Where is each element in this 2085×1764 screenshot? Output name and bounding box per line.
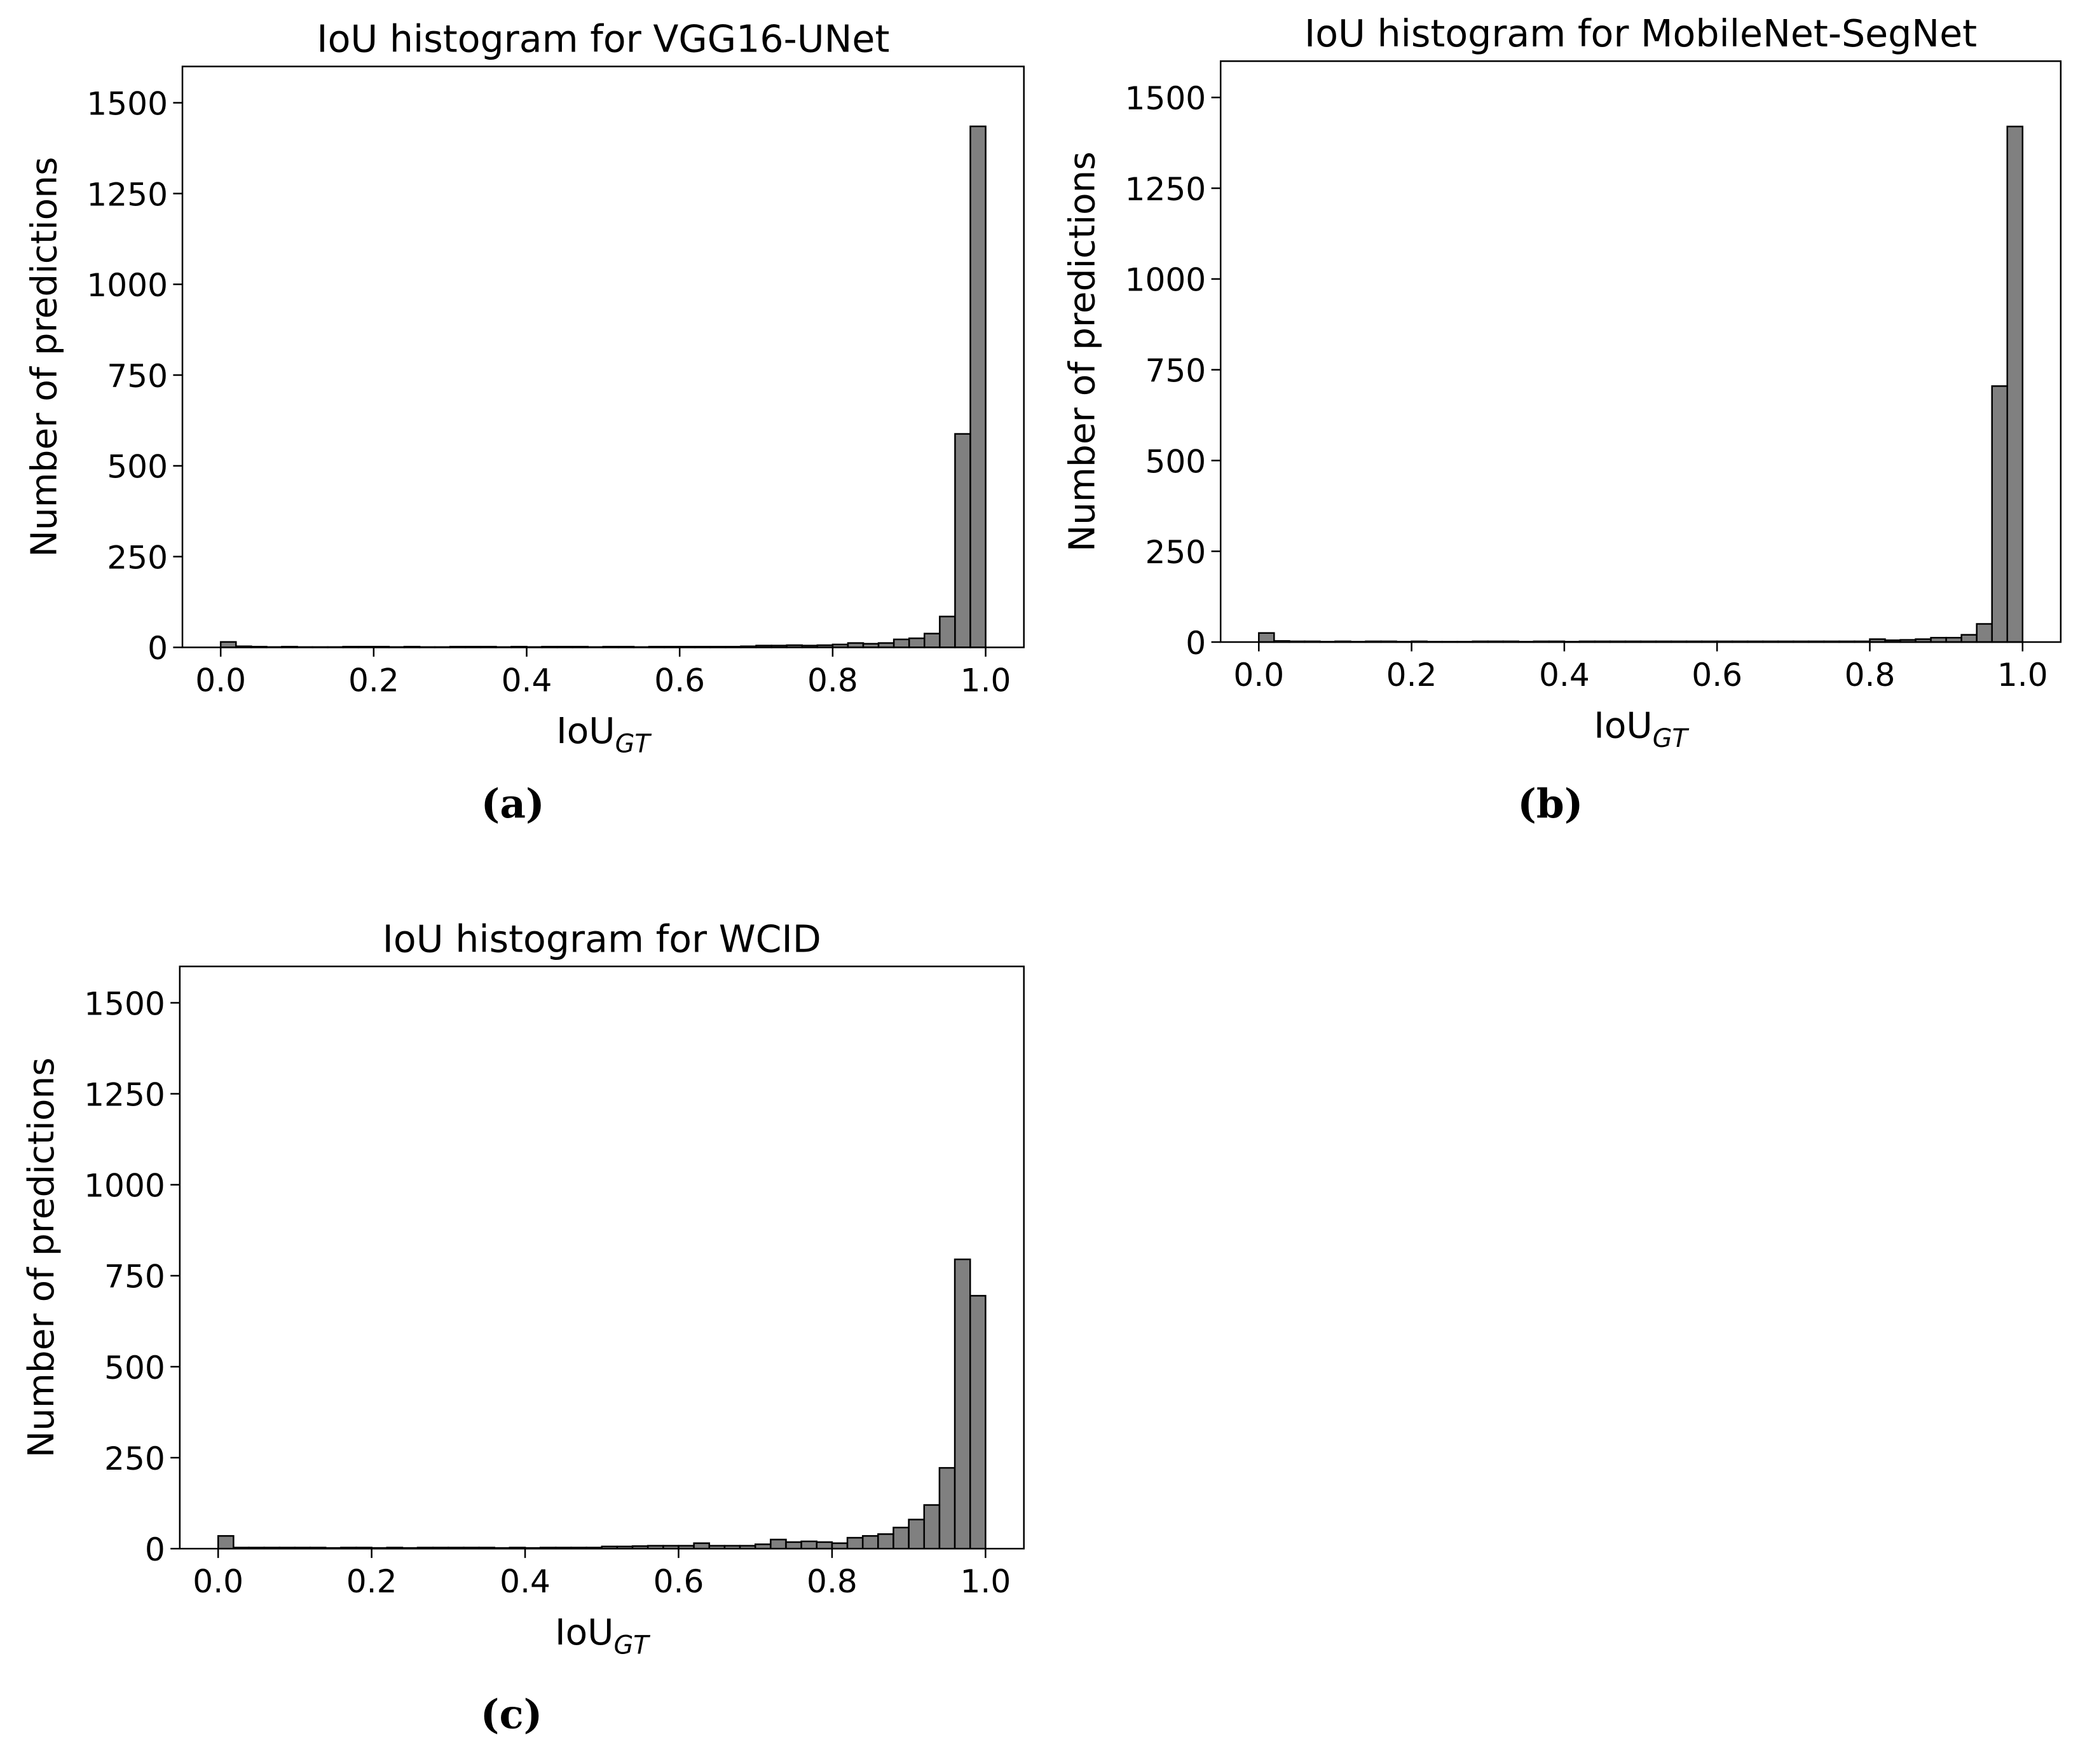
bar [877, 1533, 894, 1550]
bar [219, 641, 237, 648]
bar [908, 637, 926, 648]
y-tick-label: 1250 [86, 175, 168, 213]
chart-title: IoU histogram for WCID [383, 917, 821, 961]
axes-frame [181, 65, 1025, 648]
x-tick-label: 0.4 [500, 1562, 550, 1600]
x-tick-label: 0.4 [502, 661, 552, 699]
x-tick-label: 1.0 [960, 1562, 1011, 1600]
x-tick-label: 0.0 [1233, 656, 1284, 694]
x-axis-label-subscript: GT [615, 730, 652, 759]
y-tick-label: 1000 [84, 1167, 165, 1205]
bar [846, 1536, 864, 1550]
bar [923, 1504, 941, 1550]
x-axis-label-main: IoU [1594, 706, 1653, 747]
x-tick-label: 0.6 [654, 661, 705, 699]
y-axis-label: Number of predictions [24, 157, 65, 557]
y-tick-label: 1000 [1125, 261, 1207, 299]
bar [908, 1519, 926, 1550]
x-axis-label: IoUGT [1594, 706, 1689, 754]
bar [693, 1542, 711, 1550]
y-tick-label: 750 [104, 1258, 165, 1296]
x-tick-label: 0.4 [1539, 656, 1590, 694]
bar [800, 1540, 818, 1550]
caption: (b) [1517, 780, 1583, 827]
y-tick-label: 500 [1145, 442, 1206, 480]
x-tick-label: 0.2 [346, 1562, 397, 1600]
bar [861, 1535, 879, 1550]
bar [770, 1538, 787, 1550]
bar [954, 1258, 971, 1550]
y-tick-label: 750 [1145, 352, 1206, 389]
x-tick-label: 0.8 [807, 1562, 858, 1600]
x-axis-label: IoUGT [555, 1612, 650, 1660]
bar [1991, 385, 2008, 643]
x-tick-label: 0.0 [193, 1562, 243, 1600]
x-axis-label: IoUGT [556, 711, 652, 759]
y-tick-label: 1500 [84, 985, 165, 1022]
x-axis-label-main: IoU [556, 711, 615, 752]
bar [2006, 125, 2024, 643]
bar [217, 1535, 235, 1550]
x-tick-label: 0.2 [348, 661, 399, 699]
y-tick-label: 250 [104, 1440, 165, 1477]
axes-frame [1219, 60, 2062, 643]
y-axis-label: Number of predictions [21, 1057, 62, 1458]
y-tick-label: 1250 [84, 1076, 165, 1113]
x-tick-label: 0.6 [1692, 656, 1742, 694]
axes-frame [179, 966, 1025, 1550]
bar [939, 615, 956, 648]
y-tick-label: 1250 [1125, 170, 1207, 208]
bar [816, 1541, 833, 1550]
bar [954, 433, 971, 648]
y-tick-label: 250 [1145, 533, 1206, 571]
y-tick-label: 500 [107, 448, 168, 486]
bar [1960, 634, 1978, 643]
x-tick-label: 0.8 [1845, 656, 1896, 694]
caption: (c) [481, 1691, 543, 1738]
bar [831, 1542, 849, 1550]
x-tick-label: 0.0 [195, 661, 246, 699]
y-tick-label: 250 [107, 538, 168, 576]
x-tick-label: 0.6 [653, 1562, 704, 1600]
chart-title: IoU histogram for VGG16-UNet [317, 18, 889, 61]
bar [892, 1526, 910, 1550]
x-axis-label-main: IoU [555, 1612, 614, 1653]
bar [892, 638, 910, 648]
bar [1258, 632, 1275, 643]
y-tick-label: 1500 [1125, 79, 1207, 117]
y-tick-label: 0 [1186, 624, 1206, 662]
y-tick-label: 500 [104, 1349, 165, 1386]
x-tick-label: 0.8 [807, 661, 858, 699]
y-tick-label: 1500 [86, 85, 168, 122]
y-tick-label: 1000 [86, 266, 168, 304]
bar [924, 632, 941, 648]
bar [785, 1541, 802, 1550]
y-tick-label: 750 [107, 357, 168, 395]
bar [938, 1467, 956, 1550]
x-tick-label: 1.0 [960, 661, 1011, 699]
y-tick-label: 0 [145, 1531, 165, 1568]
y-tick-label: 0 [147, 629, 168, 667]
chart-title: IoU histogram for MobileNet-SegNet [1304, 12, 1977, 55]
y-axis-label: Number of predictions [1062, 151, 1104, 552]
x-tick-label: 0.2 [1386, 656, 1437, 694]
caption: (a) [481, 780, 545, 827]
x-axis-label-subscript: GT [614, 1631, 651, 1660]
bar [969, 125, 987, 648]
bar [969, 1295, 987, 1550]
x-axis-label-subscript: GT [1653, 724, 1690, 753]
bar [1976, 623, 1993, 643]
x-tick-label: 1.0 [1997, 656, 2048, 694]
